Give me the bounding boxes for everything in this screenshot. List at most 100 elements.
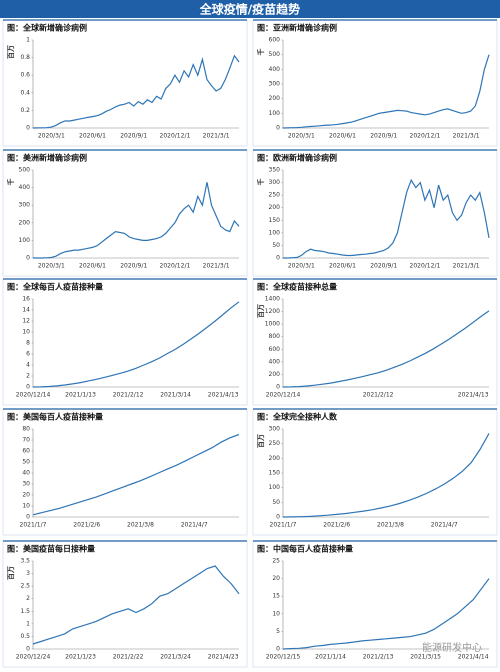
panel-frame bbox=[252, 149, 498, 277]
panel-title: 图：全球新增确诊病例 bbox=[7, 23, 87, 33]
x-tick-label: 2021/1/23 bbox=[65, 654, 96, 661]
y-tick-label: 500 bbox=[269, 51, 281, 58]
panel-title: 图：美国疫苗每日接种量 bbox=[7, 544, 95, 554]
y-tick-label: 50 bbox=[22, 459, 30, 466]
y-tick-label: 70 bbox=[22, 437, 30, 444]
y-tick-label: 2 bbox=[26, 373, 30, 380]
x-tick-label: 2020/6/1 bbox=[329, 263, 356, 270]
x-tick-label: 2021/3/15 bbox=[410, 654, 441, 661]
line-series bbox=[33, 182, 240, 259]
y-axis-label: 千 bbox=[256, 179, 265, 186]
x-tick-label: 2021/4/14 bbox=[458, 654, 489, 661]
y-tick-label: 300 bbox=[19, 202, 31, 209]
x-tick-label: 2020/3/1 bbox=[288, 263, 315, 270]
y-tick-label: 0 bbox=[26, 514, 30, 521]
panel-frame bbox=[252, 408, 498, 536]
y-tick-label: 2 bbox=[26, 595, 30, 602]
x-tick-label: 2020/9/1 bbox=[370, 133, 397, 140]
panel-title: 图：美国每百人疫苗接种量 bbox=[7, 412, 103, 422]
y-tick-label: 50 bbox=[272, 499, 280, 506]
y-tick-label: 100 bbox=[19, 237, 31, 244]
y-tick-label: 250 bbox=[269, 440, 281, 447]
y-tick-label: 300 bbox=[269, 179, 281, 186]
y-tick-label: 60 bbox=[22, 448, 30, 455]
x-tick-label: 2020/12/24 bbox=[16, 654, 51, 661]
y-tick-label: 0 bbox=[276, 384, 280, 391]
x-tick-label: 2020/3/1 bbox=[288, 133, 315, 140]
y-axis-label: 千 bbox=[256, 49, 265, 56]
y-tick-label: 600 bbox=[269, 346, 281, 353]
y-tick-label: 300 bbox=[269, 81, 281, 88]
y-tick-label: 30 bbox=[22, 481, 30, 488]
y-tick-label: 0 bbox=[276, 646, 280, 653]
y-tick-label: 150 bbox=[269, 217, 281, 224]
x-tick-label: 2021/4/7 bbox=[431, 522, 458, 529]
y-tick-label: 250 bbox=[269, 192, 281, 199]
y-tick-label: 2.5 bbox=[20, 583, 30, 590]
y-tick-label: 200 bbox=[19, 219, 31, 226]
x-tick-label: 2020/12/14 bbox=[16, 392, 51, 399]
x-tick-label: 2020/6/1 bbox=[79, 263, 106, 270]
y-tick-label: 0 bbox=[26, 384, 30, 391]
y-tick-label: 10 bbox=[22, 329, 30, 336]
y-tick-label: 800 bbox=[269, 333, 281, 340]
y-tick-label: 0.5 bbox=[20, 633, 30, 640]
panel-title: 图：全球每百人疫苗接种量 bbox=[7, 282, 103, 292]
x-tick-label: 2021/2/13 bbox=[363, 654, 394, 661]
x-tick-label: 2021/2/12 bbox=[113, 392, 144, 399]
y-tick-label: 8 bbox=[26, 340, 30, 347]
x-tick-label: 2021/2/12 bbox=[363, 392, 394, 399]
y-tick-label: 16 bbox=[22, 296, 30, 303]
x-tick-label: 2021/1/7 bbox=[20, 522, 47, 529]
y-tick-label: 400 bbox=[269, 358, 281, 365]
panel-title: 图：欧洲新增确诊病例 bbox=[257, 153, 337, 163]
x-tick-label: 2020/12/1 bbox=[410, 263, 441, 270]
panel-frame bbox=[2, 278, 248, 406]
panel-frame bbox=[252, 19, 498, 147]
y-tick-label: 40 bbox=[22, 470, 30, 477]
y-tick-label: 0 bbox=[26, 646, 30, 653]
y-tick-label: 400 bbox=[19, 184, 31, 191]
y-tick-label: 0 bbox=[276, 255, 280, 262]
y-tick-label: 0 bbox=[276, 125, 280, 132]
y-tick-label: 10 bbox=[272, 610, 280, 617]
header-title: 全球疫情/疫苗趋势 bbox=[199, 2, 300, 17]
x-tick-label: 2021/1/13 bbox=[65, 392, 96, 399]
x-tick-label: 2020/9/1 bbox=[120, 133, 147, 140]
y-tick-label: 20 bbox=[272, 575, 280, 582]
x-tick-label: 2020/12/14 bbox=[266, 392, 301, 399]
x-tick-label: 2021/1/14 bbox=[315, 654, 346, 661]
line-series bbox=[283, 178, 490, 259]
line-series bbox=[282, 54, 490, 129]
x-tick-label: 2021/1/7 bbox=[270, 522, 297, 529]
x-tick-label: 2021/4/23 bbox=[208, 654, 239, 661]
x-tick-label: 2021/3/8 bbox=[127, 522, 154, 529]
y-tick-label: 4 bbox=[26, 362, 30, 369]
x-tick-label: 2021/3/24 bbox=[160, 654, 191, 661]
x-tick-label: 2021/2/6 bbox=[73, 522, 100, 529]
x-tick-label: 2020/12/1 bbox=[160, 263, 191, 270]
y-tick-label: 200 bbox=[269, 95, 281, 102]
panel-frame bbox=[2, 540, 248, 668]
panel-frame bbox=[2, 19, 248, 147]
line-series bbox=[282, 578, 490, 650]
panel-title: 图：中国每百人疫苗接种量 bbox=[257, 544, 353, 554]
y-tick-label: 20 bbox=[22, 492, 30, 499]
x-tick-label: 2021/3/1 bbox=[203, 263, 230, 270]
y-tick-label: 6 bbox=[26, 351, 30, 358]
x-tick-label: 2021/3/8 bbox=[377, 522, 404, 529]
y-tick-label: 5 bbox=[276, 628, 280, 635]
y-tick-label: 350 bbox=[269, 167, 281, 174]
x-tick-label: 2021/2/6 bbox=[323, 522, 350, 529]
panel-frame bbox=[2, 408, 248, 536]
line-series bbox=[282, 310, 490, 388]
x-tick-label: 2021/4/13 bbox=[208, 392, 239, 399]
line-series bbox=[282, 433, 490, 518]
y-tick-label: 100 bbox=[269, 484, 281, 491]
x-tick-label: 2021/3/1 bbox=[453, 263, 480, 270]
line-series bbox=[32, 301, 240, 388]
y-tick-label: 3 bbox=[26, 570, 30, 577]
x-tick-label: 2020/6/1 bbox=[329, 133, 356, 140]
